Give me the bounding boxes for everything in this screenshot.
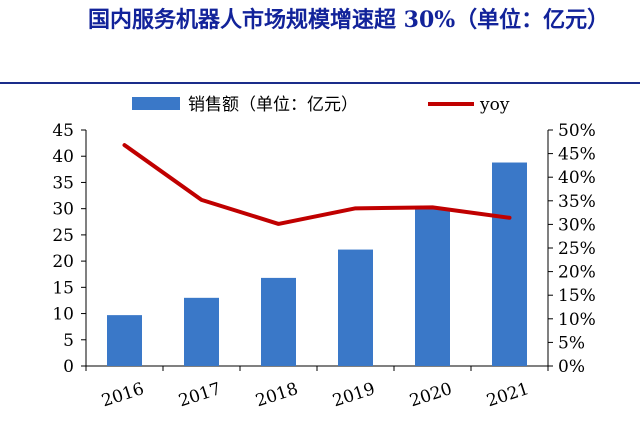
bar — [415, 208, 450, 366]
x-category-label: 2017 — [176, 379, 223, 411]
left-tick-label: 45 — [52, 121, 74, 141]
x-category-label: 2021 — [484, 379, 531, 411]
right-tick-label: 30% — [558, 215, 596, 235]
right-tick-label: 35% — [558, 192, 596, 212]
x-category-label: 2020 — [407, 379, 454, 411]
left-tick-label: 5 — [63, 331, 74, 351]
left-tick-label: 30 — [52, 200, 74, 220]
right-tick-label: 25% — [558, 239, 596, 259]
left-tick-label: 15 — [52, 278, 74, 298]
right-tick-label: 0% — [558, 357, 585, 377]
legend-swatch-bar — [132, 97, 180, 110]
legend: 销售额（单位：亿元） yoy — [132, 95, 510, 115]
legend-label-bar: 销售额（单位：亿元） — [188, 95, 358, 115]
x-category-label: 2016 — [99, 379, 146, 411]
right-tick-label: 40% — [558, 168, 596, 188]
left-tick-label: 25 — [52, 226, 74, 246]
right-tick-label: 50% — [558, 121, 596, 141]
axes — [81, 129, 553, 371]
title-divider — [0, 82, 640, 84]
line-path — [122, 143, 512, 226]
right-tick-label: 45% — [558, 145, 596, 165]
left-tick-label: 40 — [52, 147, 74, 167]
x-category-label: 2018 — [253, 379, 300, 411]
right-tick-label: 20% — [558, 263, 596, 283]
right-tick-label: 5% — [558, 333, 585, 353]
bar-series — [107, 162, 527, 366]
left-tick-label: 0 — [63, 357, 74, 377]
line-series — [122, 143, 512, 226]
x-category-label: 2019 — [330, 379, 377, 411]
left-tick-label: 35 — [52, 173, 74, 193]
right-tick-label: 10% — [558, 310, 596, 330]
chart-title: 国内服务机器人市场规模增速超 30%（单位：亿元） — [88, 7, 610, 33]
bar — [338, 249, 373, 366]
bar — [492, 162, 527, 366]
right-tick-label: 15% — [558, 286, 596, 306]
legend-label-line: yoy — [479, 95, 510, 115]
bar — [261, 277, 296, 366]
bar — [107, 315, 142, 366]
left-tick-label: 10 — [52, 305, 74, 325]
bar — [184, 297, 219, 366]
left-tick-label: 20 — [52, 252, 74, 272]
